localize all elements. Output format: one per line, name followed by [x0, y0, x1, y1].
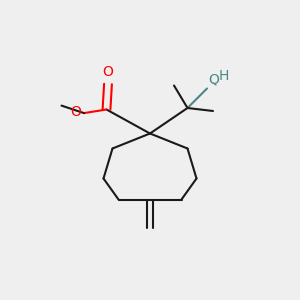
Text: H: H — [218, 69, 229, 83]
Text: O: O — [71, 106, 82, 119]
Text: O: O — [103, 64, 113, 79]
Text: O: O — [208, 73, 219, 87]
